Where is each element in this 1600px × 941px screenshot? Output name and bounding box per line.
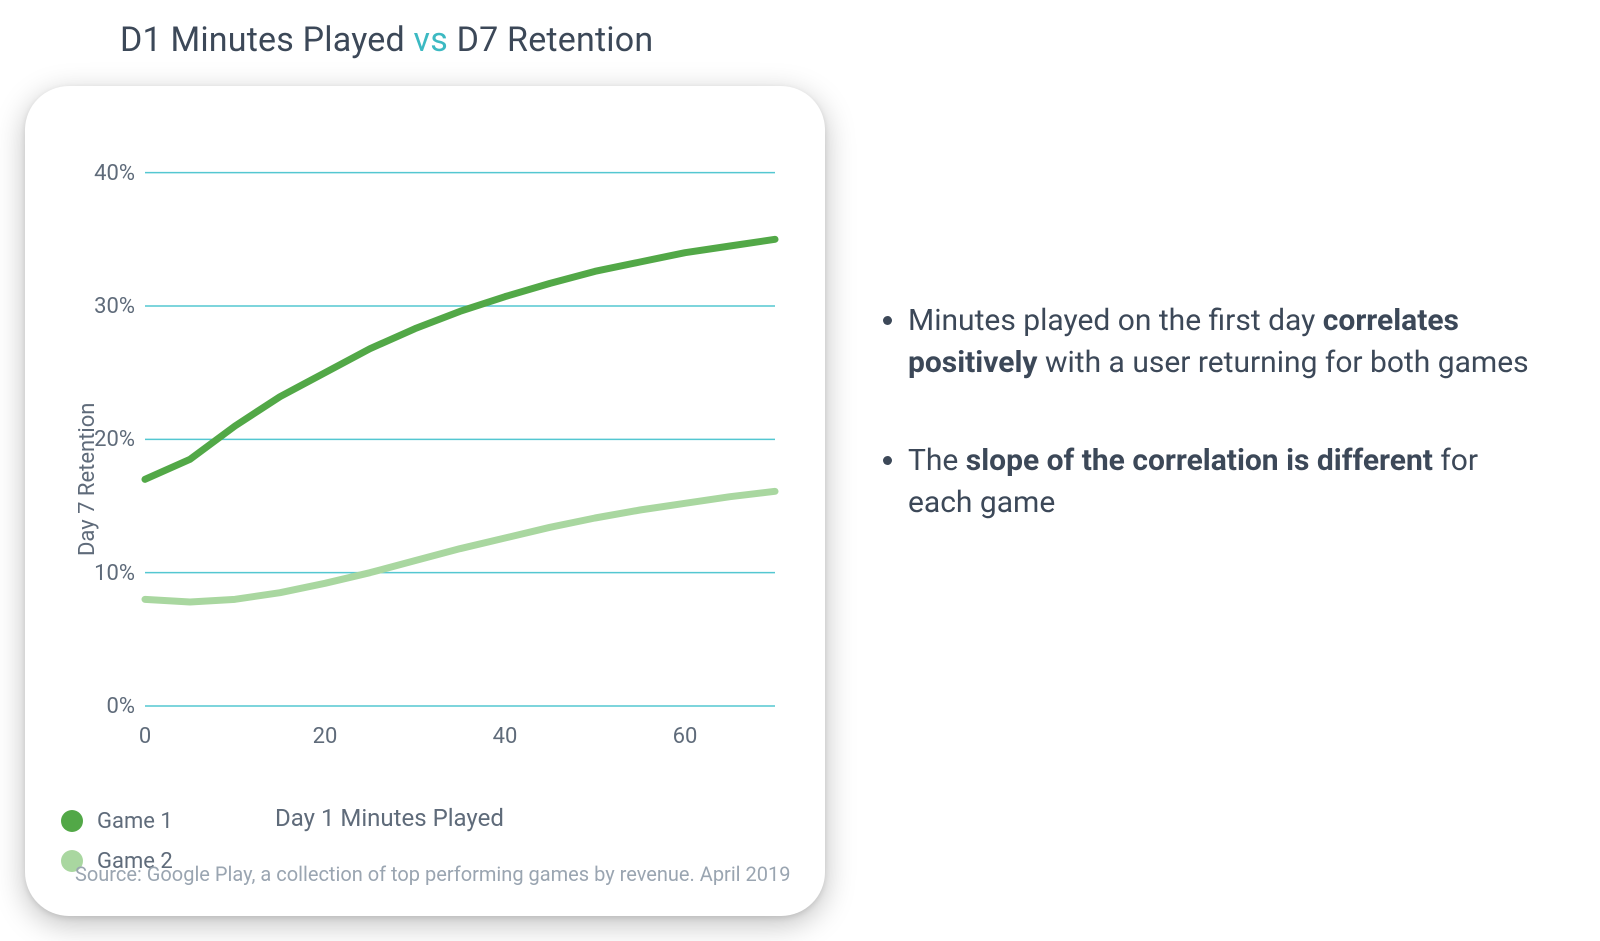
title-post: D7 Retention <box>448 20 653 60</box>
legend-item-game-1: Game 1 <box>61 801 173 841</box>
bullet-1-pre: Minutes played on the first day <box>908 303 1323 338</box>
legend-dot-game-1 <box>61 810 83 832</box>
y-axis-label: Day 7 Retention <box>75 403 100 556</box>
bullet-1: Minutes played on the first day correlat… <box>908 300 1540 384</box>
y-tick-label: 10% <box>75 561 135 586</box>
title-pre: D1 Minutes Played <box>120 20 414 60</box>
chart-source: Source: Google Play, a collection of top… <box>75 862 790 886</box>
x-tick-label: 60 <box>673 724 698 749</box>
y-tick-label: 30% <box>75 294 135 319</box>
bullet-2-pre: The <box>908 443 966 478</box>
y-tick-label: 0% <box>75 694 135 719</box>
y-tick-label: 40% <box>75 161 135 186</box>
x-tick-label: 40 <box>493 724 518 749</box>
legend-label-game-1: Game 1 <box>97 809 173 834</box>
bullet-2-bold: slope of the correlation is different <box>966 443 1433 478</box>
page: D1 Minutes Played vs D7 Retention 0% 10% 2… <box>0 0 1600 941</box>
title-vs: vs <box>414 20 448 60</box>
chart-svg <box>25 86 825 806</box>
x-tick-label: 0 <box>139 724 151 749</box>
x-axis-label: Day 1 Minutes Played <box>275 804 504 832</box>
insight-bullets: Minutes played on the first day correlat… <box>880 300 1540 580</box>
bullet-1-post: with a user returning for both games <box>1038 345 1529 380</box>
chart-card: 0%10%20%30%40% 0204060 Day 7 Retention D… <box>25 86 825 916</box>
bullet-2: The slope of the correlation is differen… <box>908 440 1540 524</box>
x-tick-label: 20 <box>313 724 338 749</box>
page-title: D1 Minutes Played vs D7 Retention <box>120 20 653 60</box>
